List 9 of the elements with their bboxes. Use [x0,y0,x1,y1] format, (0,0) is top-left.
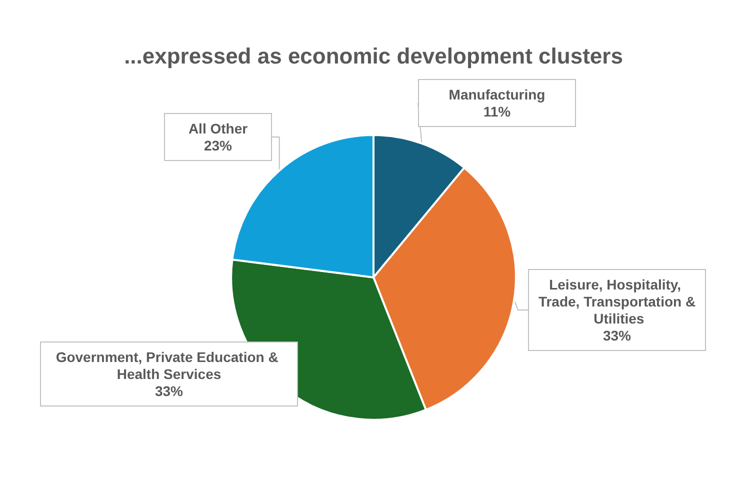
slice-label: Leisure, Hospitality, Trade, Transportation & Utilities [538,276,696,326]
data-label: 33% [602,328,632,344]
slice-label: Government, Private Education & Health Services [56,349,282,382]
data-label: 11% [483,104,512,120]
data-label: 33% [154,383,184,399]
slice-label: Manufacturing [448,86,546,102]
slice-label: All Other [188,120,248,136]
chart-title: ...expressed as economic development clusters [124,44,623,68]
data-label: 23% [204,138,233,154]
